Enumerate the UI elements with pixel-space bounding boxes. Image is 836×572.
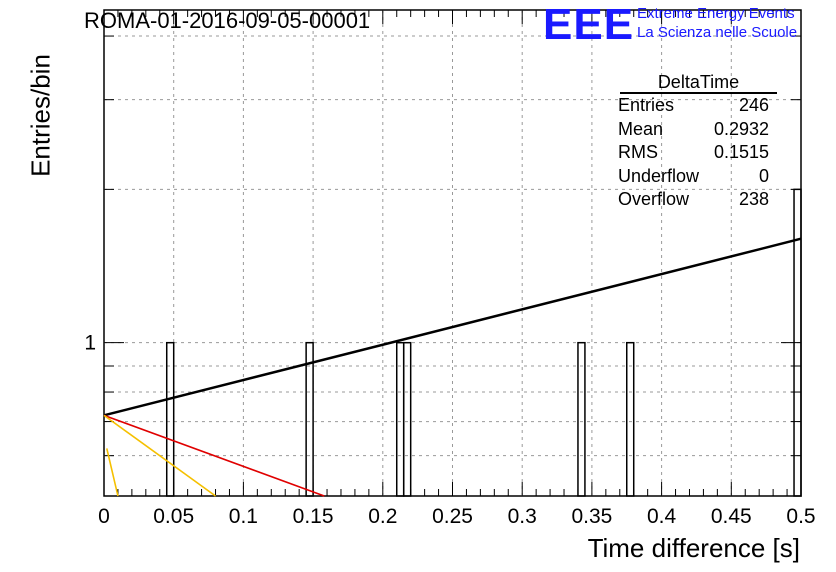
histogram-bar <box>577 341 586 497</box>
stats-box: DeltaTime Entries 246 Mean 0.2932 RMS 0.… <box>612 72 777 212</box>
x-tick-labels: 0 0.05 0.1 0.15 0.2 0.25 0.3 0.35 0.4 0.45 0.5 <box>98 505 815 528</box>
stats-row-overflow: Overflow 238 <box>612 188 777 212</box>
stats-title: DeltaTime <box>620 72 777 94</box>
x-tick-label: 0.15 <box>293 505 334 528</box>
fit-line <box>103 414 216 497</box>
y-axis-label: Entries/bin <box>25 54 56 177</box>
axis-ticks <box>103 10 802 496</box>
histogram-bar <box>626 341 635 497</box>
fit-line <box>103 414 325 497</box>
logo-caption: Extreme Energy Events La Scienza nelle S… <box>637 4 797 42</box>
stats-value: 0 <box>758 165 769 186</box>
stats-row-mean: Mean 0.2932 <box>612 118 777 142</box>
stats-label: Underflow <box>618 165 700 186</box>
histogram-bar <box>793 188 802 497</box>
histogram-bar <box>165 341 175 497</box>
stats-value: 246 <box>738 95 769 115</box>
x-tick-label: 0.25 <box>432 505 473 528</box>
logo-line-1: Extreme Energy Events <box>637 5 795 22</box>
stats-row-rms: RMS 0.1515 <box>612 141 777 165</box>
x-tick-label: 0.1 <box>229 505 258 528</box>
stats-row-entries: Entries 246 <box>612 94 777 118</box>
stats-label: Overflow <box>618 189 690 209</box>
stats-value: 238 <box>738 189 769 209</box>
fit-line <box>103 237 802 417</box>
x-tick-label: 0.3 <box>508 505 537 528</box>
stats-row-underflow: Underflow 0 <box>612 165 777 189</box>
stats-value: 0.2932 <box>713 118 769 139</box>
fit-lines <box>103 237 802 497</box>
logo-line-2: La Scienza nelle Scuole <box>637 24 798 41</box>
histogram-bar <box>305 341 314 497</box>
fit-line <box>106 448 119 497</box>
x-tick-label: 0.05 <box>153 505 194 528</box>
chart-title: ROMA-01-2016-09-05-00001 <box>84 8 371 33</box>
x-tick-label: 0.2 <box>368 505 397 528</box>
y-tick-label: 1 <box>84 332 96 355</box>
eee-logo: EEE <box>543 0 635 49</box>
x-tick-label: 0.4 <box>647 505 677 528</box>
x-axis-label: Time difference [s] <box>587 533 800 563</box>
histogram-bar <box>402 341 412 497</box>
x-tick-label: 0.5 <box>786 505 815 528</box>
stats-value: 0.1515 <box>713 142 769 162</box>
histogram-bars <box>165 188 802 497</box>
x-tick-label: 0 <box>98 505 110 528</box>
stats-label: Mean <box>618 118 664 139</box>
x-tick-label: 0.35 <box>571 505 612 528</box>
stats-label: RMS <box>618 142 658 162</box>
x-tick-label: 0.45 <box>711 505 752 528</box>
y-tick-labels: 1 <box>84 332 96 355</box>
stats-label: Entries <box>618 95 675 115</box>
